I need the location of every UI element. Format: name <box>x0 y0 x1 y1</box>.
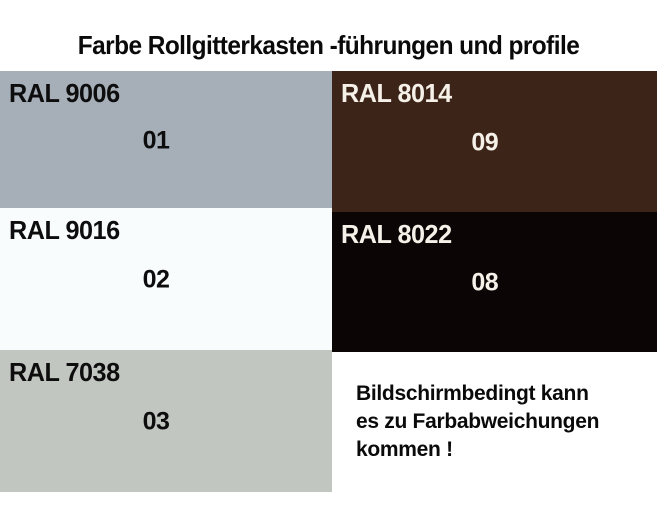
swatch-ral-8014: RAL 8014 09 <box>332 71 657 212</box>
ral-code-label: RAL 8014 <box>341 78 452 108</box>
page-title: Farbe Rollgitterkasten -führungen und pr… <box>77 30 580 60</box>
option-number: 02 <box>142 265 170 294</box>
option-number: 09 <box>471 128 499 157</box>
ral-code-label: RAL 9016 <box>9 215 120 245</box>
swatch-ral-9016: RAL 9016 02 <box>0 208 332 350</box>
ral-code-label: RAL 9006 <box>9 78 120 108</box>
ral-code-label: RAL 8022 <box>341 219 452 249</box>
ral-code-label: RAL 7038 <box>9 357 120 387</box>
color-disclaimer-cell: Bildschirmbedingt kann es zu Farbabweich… <box>332 352 657 492</box>
swatch-ral-9006: RAL 9006 01 <box>0 71 332 208</box>
option-number: 01 <box>142 126 170 155</box>
swatch-ral-8022: RAL 8022 08 <box>332 212 657 352</box>
swatch-ral-7038: RAL 7038 03 <box>0 350 332 492</box>
disclaimer-text: Bildschirmbedingt kann es zu Farbabweich… <box>356 382 600 461</box>
option-number: 03 <box>142 407 170 436</box>
option-number: 08 <box>471 268 499 297</box>
